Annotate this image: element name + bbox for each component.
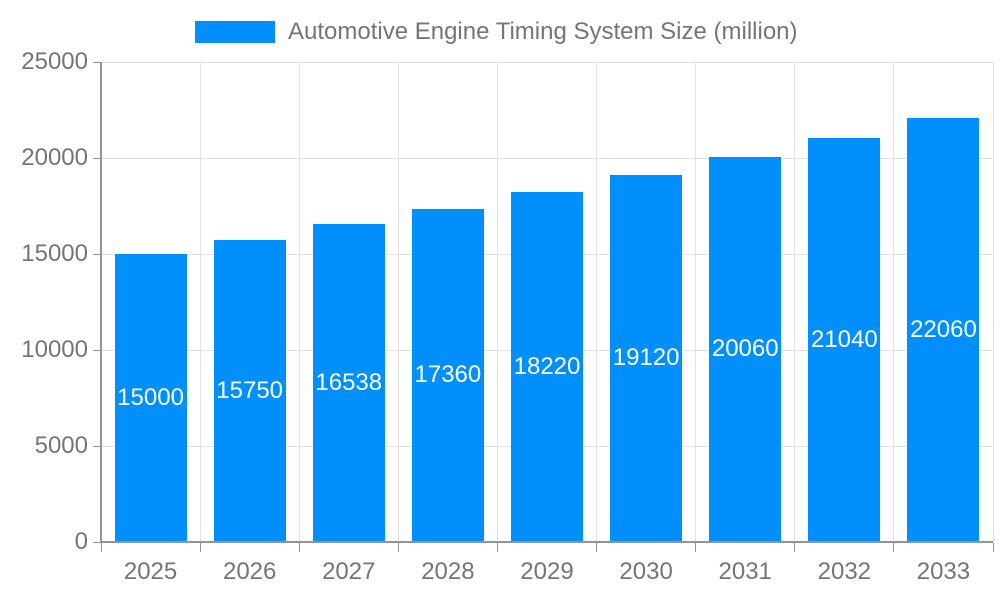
bar[interactable]: 15750 — [213, 239, 286, 541]
y-gridline — [101, 157, 993, 159]
x-axis-tick-label: 2030 — [619, 558, 673, 585]
y-axis-tick — [93, 349, 101, 351]
bar-value-label: 19120 — [612, 344, 680, 372]
y-gridline — [101, 61, 993, 63]
y-axis-tick-label: 20000 — [21, 144, 88, 171]
x-axis-tick — [893, 543, 895, 552]
bar[interactable]: 16538 — [312, 224, 385, 541]
legend[interactable]: Automotive Engine Timing System Size (mi… — [195, 15, 798, 49]
x-axis-tick-label: 2029 — [520, 558, 574, 585]
x-gridline — [695, 62, 697, 542]
y-axis-tick-label: 15000 — [21, 240, 88, 267]
bar[interactable]: 18220 — [511, 192, 583, 541]
bar-value-label: 15000 — [117, 384, 184, 411]
bar-value-label: 20060 — [711, 335, 779, 363]
x-axis-tick — [992, 543, 994, 552]
bar[interactable]: 21040 — [808, 138, 881, 541]
x-gridline — [596, 62, 598, 542]
x-gridline — [794, 62, 796, 542]
y-axis-tick-label: 0 — [74, 528, 88, 555]
x-gridline — [298, 62, 300, 542]
bar[interactable]: 15000 — [114, 254, 187, 541]
x-axis-tick-label: 2027 — [322, 558, 376, 585]
x-axis-tick-label: 2031 — [718, 558, 772, 585]
y-axis-tick-label: 10000 — [21, 336, 88, 363]
bar[interactable]: 22060 — [907, 118, 980, 541]
bar[interactable]: 19120 — [610, 174, 683, 541]
x-axis-tick-label: 2032 — [817, 558, 872, 585]
x-gridline — [992, 62, 994, 542]
x-axis-tick — [100, 543, 102, 552]
y-axis-tick — [93, 253, 101, 255]
x-axis-tick — [397, 543, 399, 552]
bar-value-label: 17360 — [414, 361, 482, 389]
x-gridline — [199, 62, 201, 542]
bar[interactable]: 20060 — [709, 156, 782, 541]
x-gridline — [397, 62, 399, 542]
bar-value-label: 16538 — [315, 369, 383, 397]
y-axis-tick — [93, 541, 101, 543]
bar-value-label: 18220 — [513, 353, 581, 381]
legend-label: Automotive Engine Timing System Size (mi… — [288, 18, 798, 45]
x-axis-tick-label: 2028 — [421, 558, 475, 585]
x-axis-tick — [794, 543, 796, 552]
y-axis-tick — [93, 61, 101, 63]
y-axis-tick-label: 25000 — [21, 48, 88, 75]
x-axis-tick-label: 2033 — [916, 558, 971, 585]
y-axis-tick — [93, 445, 101, 447]
x-gridline — [893, 62, 895, 542]
x-axis-tick — [596, 543, 598, 552]
y-axis-line — [100, 62, 102, 543]
y-axis-tick — [93, 157, 101, 159]
x-axis-tick — [496, 543, 498, 552]
legend-marker-swatch — [195, 21, 275, 43]
x-gridline — [496, 62, 498, 542]
x-axis-line — [100, 541, 993, 543]
x-axis-tick-label: 2026 — [222, 558, 277, 585]
y-axis-tick-label: 5000 — [34, 432, 88, 459]
x-axis-tick — [695, 543, 697, 552]
bar[interactable]: 17360 — [411, 208, 484, 541]
x-axis-tick — [199, 543, 201, 552]
x-axis-tick — [298, 543, 300, 552]
bar-value-label: 22060 — [910, 316, 977, 344]
bar-value-label: 21040 — [810, 326, 878, 353]
x-axis-tick-label: 2025 — [123, 558, 178, 585]
bar-value-label: 15750 — [216, 376, 284, 404]
